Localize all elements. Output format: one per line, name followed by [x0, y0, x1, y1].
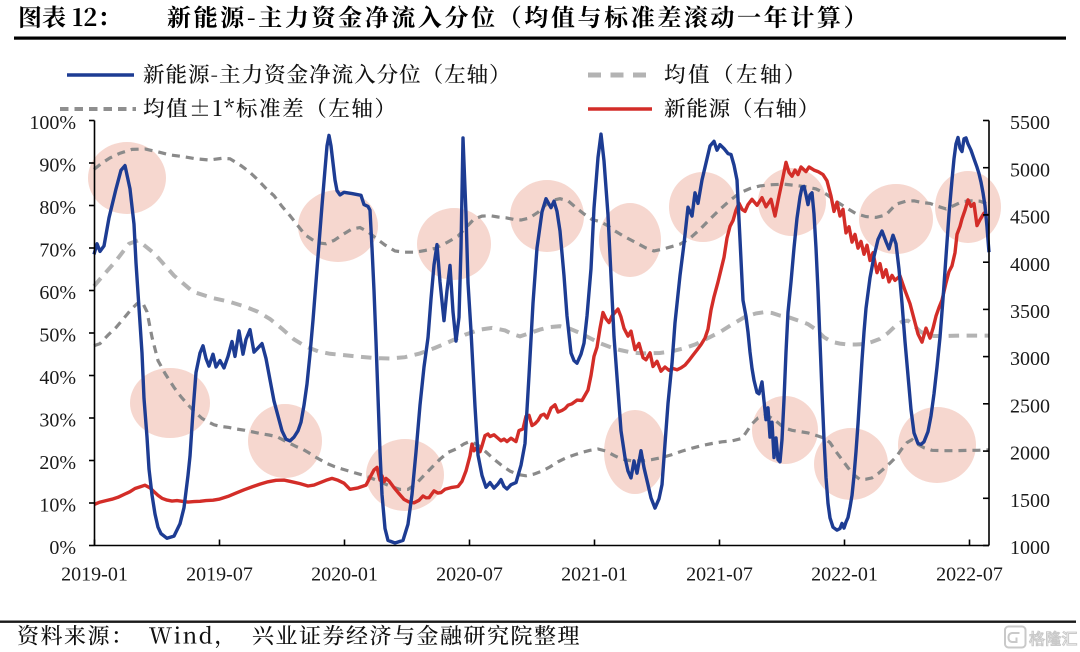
svg-text:100%: 100%	[29, 112, 76, 134]
svg-text:90%: 90%	[39, 155, 76, 177]
svg-text:2020-07: 2020-07	[436, 564, 503, 586]
svg-text:1500: 1500	[1010, 490, 1050, 512]
svg-text:70%: 70%	[39, 240, 76, 262]
svg-text:2022-01: 2022-01	[811, 564, 878, 586]
svg-text:2020-01: 2020-01	[311, 564, 378, 586]
svg-text:1000: 1000	[1010, 537, 1050, 559]
svg-text:2019-01: 2019-01	[61, 564, 128, 586]
svg-text:20%: 20%	[39, 452, 76, 474]
svg-text:80%: 80%	[39, 197, 76, 219]
svg-text:50%: 50%	[39, 325, 76, 347]
svg-text:2500: 2500	[1010, 395, 1050, 417]
svg-text:3000: 3000	[1010, 348, 1050, 370]
svg-text:2021-01: 2021-01	[561, 564, 628, 586]
svg-text:2000: 2000	[1010, 443, 1050, 465]
svg-text:4500: 4500	[1010, 207, 1050, 229]
svg-text:5000: 5000	[1010, 159, 1050, 181]
svg-text:40%: 40%	[39, 367, 76, 389]
svg-text:2019-07: 2019-07	[186, 564, 253, 586]
svg-text:3500: 3500	[1010, 301, 1050, 323]
svg-text:4000: 4000	[1010, 254, 1050, 276]
svg-text:2021-07: 2021-07	[686, 564, 753, 586]
svg-text:10%: 10%	[39, 495, 76, 517]
svg-text:5500: 5500	[1010, 112, 1050, 134]
svg-text:0%: 0%	[49, 537, 76, 559]
svg-text:2022-07: 2022-07	[936, 564, 1003, 586]
svg-text:30%: 30%	[39, 410, 76, 432]
svg-text:60%: 60%	[39, 282, 76, 304]
